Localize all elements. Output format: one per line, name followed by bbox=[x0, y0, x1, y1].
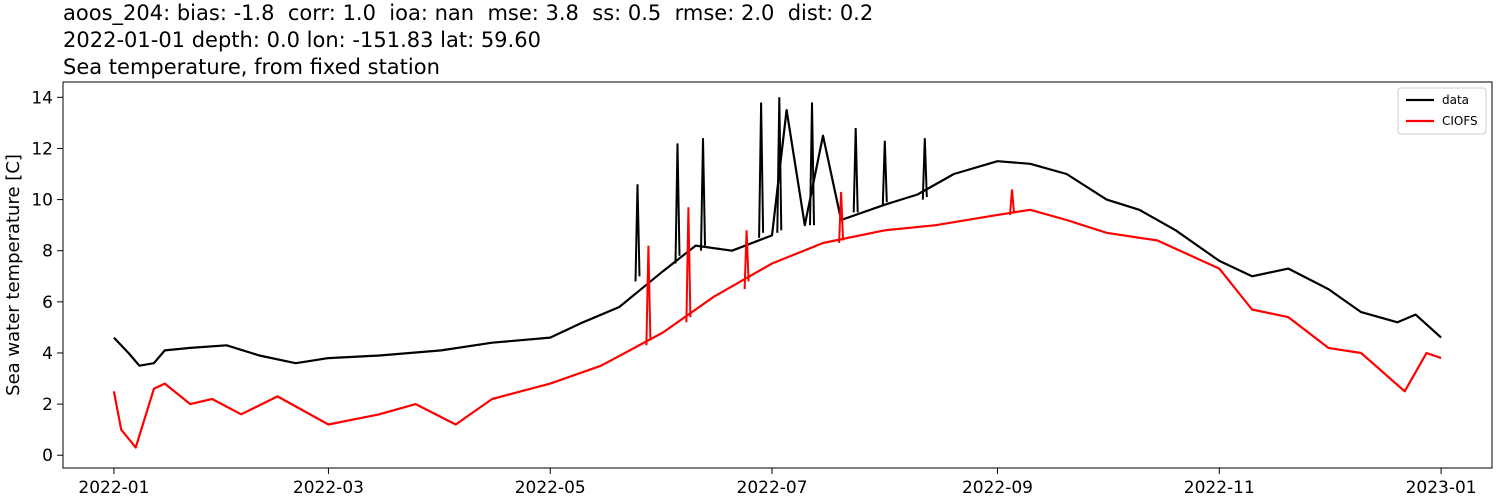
legend: data CIOFS bbox=[1397, 87, 1487, 135]
series-spike-data bbox=[776, 97, 783, 233]
y-tick-label: 10 bbox=[31, 191, 53, 211]
y-tick-label: 4 bbox=[42, 344, 53, 364]
legend-label-ciofs: CIOFS bbox=[1442, 114, 1478, 128]
y-tick-label: 2 bbox=[42, 395, 53, 415]
x-axis: 2022-01 2022-03 2022-05 2022-07 2022-09 2022-… bbox=[78, 468, 1477, 498]
legend-label-data: data bbox=[1442, 93, 1469, 107]
series-spike-data bbox=[634, 184, 641, 282]
plot-area bbox=[62, 81, 1493, 469]
chart-title-location: 2022-01-01 depth: 0.0 lon: -151.83 lat: … bbox=[63, 28, 541, 52]
series-spike-data bbox=[852, 127, 859, 213]
y-tick-label: 12 bbox=[31, 139, 53, 159]
series-spike-data bbox=[809, 102, 815, 226]
series-line-ciofs bbox=[112, 208, 1442, 449]
series-spike-data bbox=[758, 102, 765, 238]
chart-title: Sea temperature, from fixed station bbox=[63, 55, 440, 79]
x-tick-label: 2022-09 bbox=[962, 478, 1033, 498]
y-tick-label: 0 bbox=[42, 446, 53, 466]
series-spike-ciofs bbox=[645, 245, 652, 346]
chart-title-stats: aoos_204: bias: -1.8 corr: 1.0 ioa: nan … bbox=[63, 1, 874, 25]
x-tick-label: 2022-01 bbox=[78, 478, 149, 498]
series-spike-ciofs bbox=[838, 191, 845, 244]
y-tick-label: 14 bbox=[31, 88, 53, 108]
y-tick-label: 6 bbox=[42, 293, 53, 313]
x-tick-label: 2022-11 bbox=[1184, 478, 1255, 498]
x-tick-label: 2022-07 bbox=[737, 478, 808, 498]
series-spike-ciofs bbox=[685, 207, 692, 323]
y-axis-label: Sea water temperature [C] bbox=[3, 154, 24, 396]
x-tick-label: 2022-03 bbox=[293, 478, 364, 498]
x-tick-label: 2023-01 bbox=[1406, 478, 1477, 498]
x-tick-label: 2022-05 bbox=[515, 478, 586, 498]
series-spike-data bbox=[700, 138, 706, 251]
y-axis: 0 2 4 6 8 10 12 14 bbox=[31, 88, 63, 466]
y-tick-label: 8 bbox=[42, 242, 53, 262]
series-spike-data bbox=[674, 143, 681, 264]
series-line-data bbox=[113, 108, 1442, 367]
series-spike-ciofs bbox=[1009, 189, 1015, 215]
series-spike-data bbox=[921, 138, 928, 200]
series-spike-ciofs bbox=[743, 230, 750, 290]
series-spike-data bbox=[881, 140, 888, 205]
